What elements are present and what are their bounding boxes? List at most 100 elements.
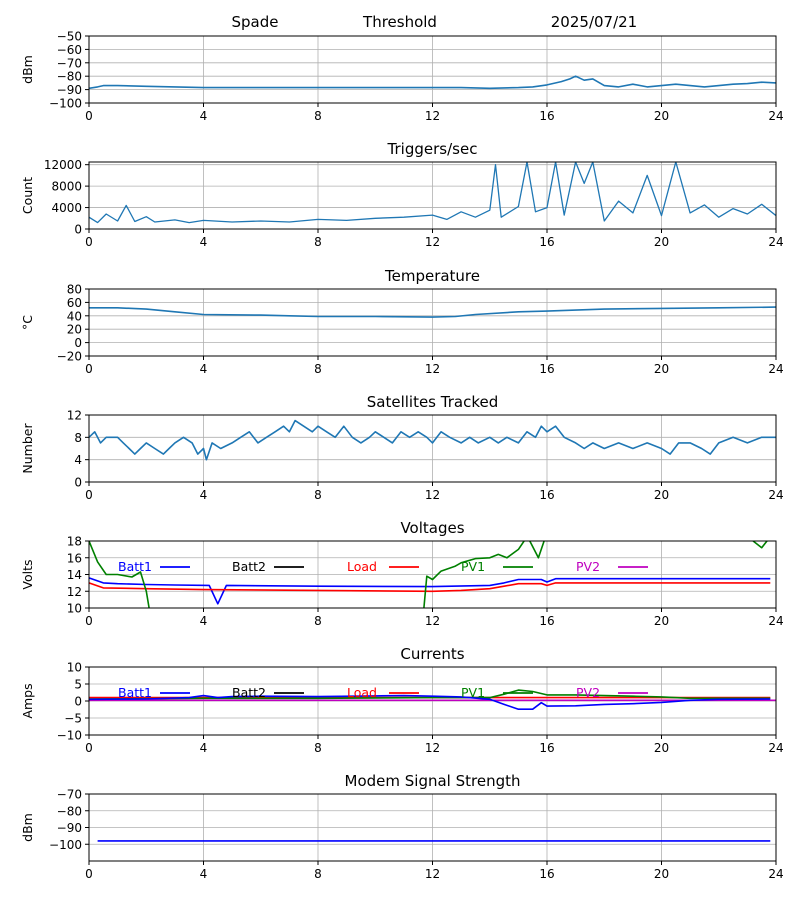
series-line-pv1-2 <box>89 541 150 608</box>
y-tick-label: 12 <box>67 409 82 423</box>
x-tick-label: 20 <box>654 362 669 376</box>
panel-satellites: 0 4 8 12 16 20 24 0 4 8 12 Satellites Tracked Number <box>20 393 784 502</box>
y-tick-label: 80 <box>67 283 82 297</box>
y-tick-label: 18 <box>67 535 82 549</box>
x-tick-label: 20 <box>654 109 669 123</box>
series-line-load-1 <box>89 582 771 593</box>
y-tick-label: 60 <box>67 296 82 310</box>
x-tick-label: 4 <box>200 614 208 628</box>
x-tick-label: 16 <box>539 362 554 376</box>
y-tick-label: 8000 <box>51 180 82 194</box>
panel-signal: 0 4 8 12 16 20 24 −100−90−80−70−60−50 dBm <box>20 30 784 124</box>
y-tick-label: −80 <box>57 804 82 818</box>
panel-title: Satellites Tracked <box>367 393 498 411</box>
legend-label-batt2: Batt2 <box>232 559 266 574</box>
x-tick-label: 12 <box>425 614 440 628</box>
panel-title: Modem Signal Strength <box>345 772 521 790</box>
x-tick-label: 12 <box>425 362 440 376</box>
panel-title: Currents <box>400 645 464 663</box>
series-line-pv1-4 <box>529 541 545 559</box>
y-axis-label: °C <box>20 315 35 330</box>
x-tick-label: 8 <box>314 614 322 628</box>
x-tick-label: 4 <box>200 235 208 249</box>
x-tick-label: 8 <box>314 741 322 755</box>
x-tick-label: 16 <box>539 235 554 249</box>
x-tick-label: 4 <box>200 109 208 123</box>
x-tick-label: 24 <box>768 235 783 249</box>
y-tick-label: 40 <box>67 309 82 323</box>
y-tick-label: −90 <box>57 83 82 97</box>
x-tick-label: 24 <box>768 867 783 881</box>
panel-voltages: 0 4 8 12 16 20 24 10 12 14 16 18 Voltages Volts Batt1 B… <box>20 519 784 628</box>
x-tick-label: 12 <box>425 488 440 502</box>
x-tick-label: 8 <box>314 235 322 249</box>
legend-label-batt1: Batt1 <box>118 685 152 700</box>
series-line-pv1-2 <box>89 689 771 700</box>
x-tick-label: 0 <box>85 614 93 628</box>
x-tick-label: 4 <box>200 362 208 376</box>
x-tick-label: 8 <box>314 109 322 123</box>
y-tick-label: −70 <box>57 56 82 70</box>
series-line-triggers-0 <box>89 162 776 224</box>
y-tick-label: 0 <box>74 223 82 237</box>
y-tick-label: 8 <box>74 431 82 445</box>
panel-title: Triggers/sec <box>387 140 478 158</box>
series-line-signal-0 <box>89 75 776 90</box>
x-tick-label: 0 <box>85 362 93 376</box>
x-tick-label: 24 <box>768 614 783 628</box>
series-line-batt1-3 <box>89 694 771 710</box>
x-tick-label: 16 <box>539 109 554 123</box>
panel-triggers: 0 4 8 12 16 20 24 0 4000 8000 12000 Triggers/sec Cou… <box>20 140 784 249</box>
y-tick-label: 4 <box>74 453 82 467</box>
header-date: 2025/07/21 <box>551 13 637 31</box>
x-tick-label: 20 <box>654 741 669 755</box>
series-line-pv1-3 <box>423 541 525 608</box>
x-tick-label: 8 <box>314 362 322 376</box>
y-tick-label: −80 <box>57 70 82 84</box>
series-line-pv1-5 <box>752 541 769 549</box>
y-axis-label: Amps <box>20 683 35 718</box>
x-tick-label: 0 <box>85 488 93 502</box>
legend-label-load: Load <box>347 685 377 700</box>
x-tick-label: 12 <box>425 867 440 881</box>
x-tick-label: 4 <box>200 867 208 881</box>
x-tick-label: 20 <box>654 488 669 502</box>
legend-label-load: Load <box>347 559 377 574</box>
y-tick-label: −100 <box>49 97 82 111</box>
x-tick-label: 16 <box>539 614 554 628</box>
y-axis-label: Count <box>20 177 35 214</box>
legend-label-batt2: Batt2 <box>232 685 266 700</box>
y-tick-label: −60 <box>57 43 82 57</box>
x-tick-label: 0 <box>85 235 93 249</box>
x-tick-label: 0 <box>85 867 93 881</box>
y-tick-label: 12000 <box>44 158 82 172</box>
y-tick-label: 16 <box>67 551 82 565</box>
header-station: Spade <box>232 13 279 31</box>
x-tick-label: 24 <box>768 109 783 123</box>
y-tick-label: 5 <box>74 678 82 692</box>
y-tick-label: 0 <box>74 476 82 490</box>
legend-label-pv2: PV2 <box>576 685 600 700</box>
x-tick-label: 24 <box>768 488 783 502</box>
x-tick-label: 16 <box>539 867 554 881</box>
y-axis-label: Volts <box>20 559 35 589</box>
x-tick-label: 12 <box>425 109 440 123</box>
x-tick-label: 20 <box>654 867 669 881</box>
x-tick-label: 12 <box>425 235 440 249</box>
panel-currents: 0 4 8 12 16 20 24 −10 −5 0 5 10 Currents Amps Batt1 Bat… <box>20 645 784 755</box>
y-tick-label: 20 <box>67 323 82 337</box>
x-tick-label: 20 <box>654 614 669 628</box>
x-tick-label: 20 <box>654 235 669 249</box>
x-tick-label: 24 <box>768 362 783 376</box>
panel-title: Voltages <box>400 519 464 537</box>
x-tick-label: 0 <box>85 109 93 123</box>
legend-label-pv1: PV1 <box>461 559 485 574</box>
panel-modem: 0 4 8 12 16 20 24 −100 −90 −80 −70 Modem Signal Str… <box>20 772 784 881</box>
x-tick-label: 24 <box>768 741 783 755</box>
header-mode: Threshold <box>362 13 437 31</box>
x-tick-label: 16 <box>539 488 554 502</box>
y-tick-label: 14 <box>67 568 82 582</box>
y-tick-label: 0 <box>74 695 82 709</box>
